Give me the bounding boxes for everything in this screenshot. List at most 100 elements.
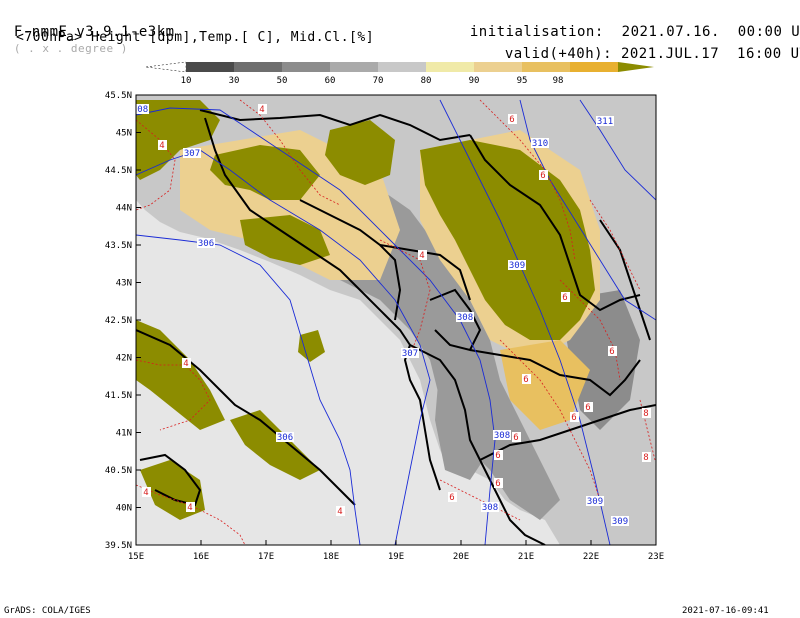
height-label-bg bbox=[531, 138, 549, 148]
temp-label-bg bbox=[448, 492, 457, 502]
colorbar-label: 10 bbox=[181, 76, 192, 86]
temp-label-bg bbox=[642, 452, 651, 462]
height-label: 308 bbox=[132, 105, 148, 115]
temp-label-bg bbox=[539, 170, 548, 180]
height-label-bg bbox=[456, 312, 474, 322]
temp-label-bg bbox=[494, 478, 503, 488]
colorbar-cell bbox=[234, 62, 282, 72]
temp-label: 6 bbox=[495, 479, 500, 489]
lat-tick-label: 45.5N bbox=[105, 91, 132, 101]
lon-tick-label: 15E bbox=[128, 552, 144, 562]
height-label-bg bbox=[508, 260, 526, 270]
height-label: 309 bbox=[612, 517, 628, 527]
temp-label: 6 bbox=[509, 115, 514, 125]
temp-label: 6 bbox=[585, 403, 590, 413]
height-label: 307 bbox=[184, 149, 200, 159]
temp-label-bg bbox=[142, 487, 151, 497]
cloud-area-serbia bbox=[420, 140, 595, 340]
temp-label-bg bbox=[584, 402, 593, 412]
colorbar-cell bbox=[282, 62, 330, 72]
height-label-bg bbox=[493, 430, 511, 440]
height-contour-311 bbox=[579, 99, 656, 201]
lon-tick-label: 21E bbox=[518, 552, 534, 562]
lon-tick-label: 17E bbox=[258, 552, 274, 562]
temp-contour-6c bbox=[439, 479, 521, 521]
colorbar-label: 98 bbox=[553, 76, 564, 86]
lon-tick-label: 19E bbox=[388, 552, 404, 562]
colorbar-label: 95 bbox=[517, 76, 528, 86]
lat-tick-label: 44.5N bbox=[105, 166, 132, 176]
temp-label: 6 bbox=[571, 413, 576, 423]
temp-label-bg bbox=[608, 346, 617, 356]
coastlines bbox=[136, 109, 656, 545]
lon-tick-label: 23E bbox=[648, 552, 664, 562]
height-label: 309 bbox=[587, 497, 603, 507]
macedonia-border bbox=[469, 349, 641, 397]
height-label-bg bbox=[481, 502, 499, 512]
cloud-area-gargano bbox=[298, 330, 325, 362]
temp-label-bg bbox=[508, 114, 517, 124]
height-label-bg bbox=[586, 496, 604, 506]
temp-contour-6a bbox=[479, 99, 576, 261]
latitude-axis: 45.5N 45N 44.5N 44N 43.5N 43N 42.5N 42N 41.5N 41N… bbox=[105, 91, 141, 551]
temp-label: 6 bbox=[609, 347, 614, 357]
height-label: 308 bbox=[457, 313, 473, 323]
height-label-bg bbox=[276, 432, 294, 442]
height-label: 307 bbox=[402, 349, 418, 359]
map-area: 308307306309308307308306308309309310311 … bbox=[132, 95, 656, 545]
lat-tick-label: 43N bbox=[116, 279, 132, 289]
temp-label-bg bbox=[182, 358, 191, 368]
temp-label: 8 bbox=[643, 409, 648, 419]
height-contour-309 bbox=[439, 99, 611, 545]
colorbar: 10 30 50 60 70 80 90 95 98 bbox=[145, 61, 654, 86]
temp-contours bbox=[136, 99, 656, 545]
lat-tick-label: 39.5N bbox=[105, 541, 132, 551]
temp-contour-4b bbox=[239, 99, 341, 206]
temp-label-bg bbox=[418, 250, 427, 260]
colorbar-right-arrow bbox=[618, 62, 654, 72]
temp-label-bg bbox=[186, 502, 195, 512]
adriatic-east-coast bbox=[204, 117, 441, 491]
lat-tick-label: 40.5N bbox=[105, 466, 132, 476]
footer-software: GrADS: COLA/IGES bbox=[4, 606, 91, 616]
cloud-area-italy-south bbox=[136, 320, 225, 430]
lat-tick-label: 41N bbox=[116, 429, 132, 439]
temp-label-bg bbox=[522, 374, 531, 384]
projection-label: ( . x . degree ) bbox=[13, 42, 128, 55]
lat-tick-label: 42N bbox=[116, 354, 132, 364]
height-labels: 308 307 306 309 308 307 308 306 308 309 309 310 311 bbox=[132, 104, 629, 527]
croatia-border bbox=[199, 109, 471, 142]
land-mottle-3 bbox=[435, 350, 500, 480]
lat-tick-label: 42.5N bbox=[105, 316, 132, 326]
greece-coast bbox=[489, 479, 546, 545]
temp-label: 6 bbox=[449, 493, 454, 503]
serbia-border bbox=[469, 134, 641, 312]
height-label: 308 bbox=[494, 431, 510, 441]
colorbar-cell bbox=[426, 62, 474, 72]
height-label: 309 bbox=[509, 261, 525, 271]
lon-tick-label: 22E bbox=[583, 552, 599, 562]
colorbar-label: 70 bbox=[373, 76, 384, 86]
colorbar-label: 30 bbox=[229, 76, 240, 86]
temp-label: 4 bbox=[143, 488, 148, 498]
temp-label: 4 bbox=[337, 507, 342, 517]
italy-coast bbox=[136, 329, 356, 506]
height-label-bg bbox=[183, 148, 201, 158]
colorbar-label: 50 bbox=[277, 76, 288, 86]
colorbar-label: 80 bbox=[421, 76, 432, 86]
temp-label: 8 bbox=[643, 453, 648, 463]
lat-tick-label: 45N bbox=[116, 129, 132, 139]
temp-label-bg bbox=[642, 408, 651, 418]
lat-tick-label: 43.5N bbox=[105, 241, 132, 251]
footer-timestamp: 2021-07-16-09:41 bbox=[682, 606, 769, 616]
kosovo-border bbox=[429, 288, 482, 352]
lon-tick-label: 16E bbox=[193, 552, 209, 562]
land-yellow-3 bbox=[500, 340, 590, 430]
longitude-axis: 15E 16E 17E 18E 19E 20E 21E 22E 23E bbox=[128, 540, 664, 562]
cloud-area-nw bbox=[136, 100, 220, 180]
temp-label: 6 bbox=[523, 375, 528, 385]
temp-label-bg bbox=[336, 506, 345, 516]
temp-label: 4 bbox=[183, 359, 188, 369]
cloud-area-central bbox=[240, 215, 330, 265]
